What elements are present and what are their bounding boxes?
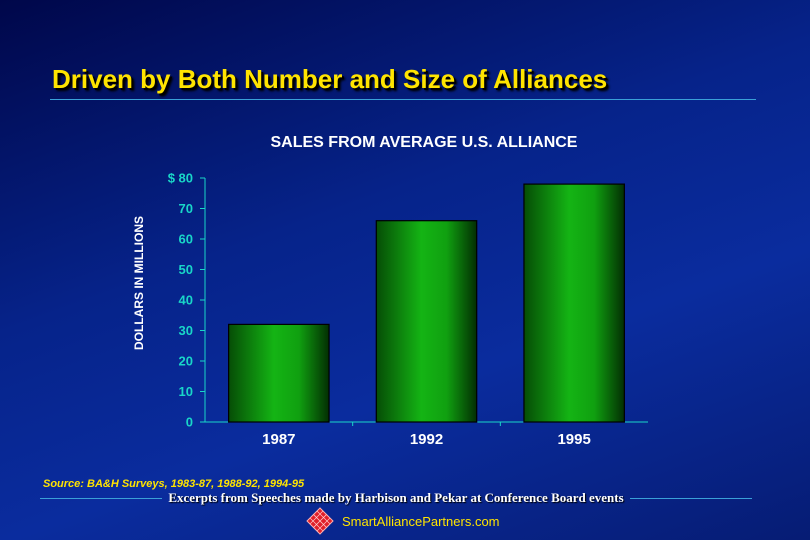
y-tick-label: 70	[179, 201, 193, 216]
bar-1995	[523, 183, 625, 423]
y-tick-label: 50	[179, 262, 193, 277]
brand-text: SmartAlliancePartners.com	[342, 513, 500, 529]
bar-1992	[375, 220, 478, 423]
x-tick-label: 1995	[557, 431, 590, 448]
y-tick-label: 40	[179, 293, 193, 308]
y-ticks: 0 10 20 30 40 50 60 70 $ 80	[168, 171, 205, 430]
y-tick-label: 30	[179, 323, 193, 338]
title-divider	[50, 99, 756, 100]
source-note: Source: BA&H Surveys, 1983-87, 1988-92, …	[43, 478, 305, 490]
x-tick-label: 1992	[410, 431, 443, 448]
y-tick-label: 10	[179, 384, 193, 399]
y-tick-label: 20	[179, 354, 193, 369]
bars	[228, 183, 625, 423]
chart-title: SALES FROM AVERAGE U.S. ALLIANCE	[271, 134, 578, 151]
bar-1987	[228, 323, 330, 423]
footer-line-right	[629, 497, 752, 499]
slide-title: Driven by Both Number and Size of Allian…	[52, 64, 608, 94]
diamond-logo-icon	[306, 507, 334, 535]
y-tick-label: 0	[186, 415, 193, 430]
footer-line-left	[40, 497, 163, 499]
y-tick-label: 60	[179, 232, 193, 247]
x-tick-label: 1987	[262, 431, 295, 448]
brand: SmartAlliancePartners.com	[306, 506, 500, 536]
y-tick-label: $ 80	[168, 171, 193, 186]
footer: Excerpts from Speeches made by Harbison …	[40, 488, 752, 508]
y-axis-label: DOLLARS IN MILLIONS	[132, 216, 146, 350]
footer-text: Excerpts from Speeches made by Harbison …	[168, 490, 624, 505]
x-tick-labels: 1987 1992 1995	[262, 422, 591, 448]
